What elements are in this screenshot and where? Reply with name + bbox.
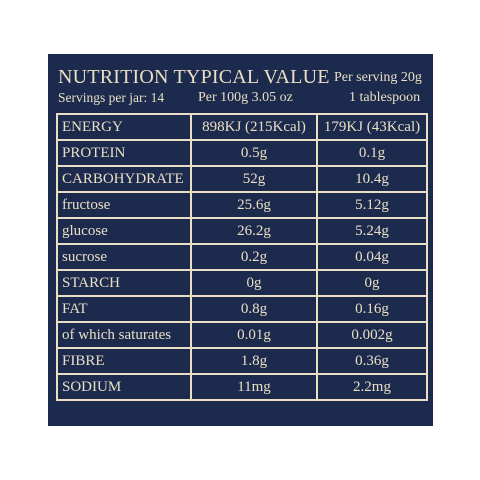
nutrient-name: FAT [56, 295, 192, 323]
nutrient-value: 5.12g [316, 191, 428, 219]
nutrient-name: CARBOHYDRATE [56, 165, 192, 193]
nutrient-value: 1.8g [190, 347, 318, 375]
table-row: FAT 0.8g 0.16g [56, 295, 428, 323]
nutrient-value: 0.04g [316, 243, 428, 271]
serving-size: 1 tablespoon [349, 90, 421, 105]
table-row: CARBOHYDRATE 52g 10.4g [56, 165, 428, 193]
nutrient-value: 25.6g [190, 191, 318, 219]
table-row: fructose 25.6g 5.12g [56, 191, 428, 219]
nutrient-value: 0.1g [316, 139, 428, 167]
nutrient-value: 0.2g [190, 243, 318, 271]
nutrient-value: 0.01g [190, 321, 318, 349]
table-row: glucose 26.2g 5.24g [56, 217, 428, 245]
nutrient-value: 898KJ (215Kcal) [190, 113, 318, 141]
table-row: STARCH 0g 0g [56, 269, 428, 297]
title: NUTRITION TYPICAL VALUE [58, 66, 330, 88]
nutrient-value: 0.5g [190, 139, 318, 167]
table-row: PROTEIN 0.5g 0.1g [56, 139, 428, 167]
nutrient-value: 0.16g [316, 295, 428, 323]
nutrient-name: SODIUM [56, 373, 192, 401]
nutrient-name: sucrose [56, 243, 192, 271]
per-100g: Per 100g 3.05 oz [198, 90, 293, 105]
nutrient-value: 0.002g [316, 321, 428, 349]
nutrient-value: 0.8g [190, 295, 318, 323]
nutrient-name: FIBRE [56, 347, 192, 375]
nutrient-value: 0g [316, 269, 428, 297]
nutrient-value: 179KJ (43Kcal) [316, 113, 428, 141]
table-row: FIBRE 1.8g 0.36g [56, 347, 428, 375]
nutrient-value: 2.2mg [316, 373, 428, 401]
nutrient-name: glucose [56, 217, 192, 245]
nutrition-table: ENERGY 898KJ (215Kcal) 179KJ (43Kcal) PROTE… [56, 113, 428, 401]
servings: Servings per jar: 14 [58, 90, 165, 105]
nutrient-name: STARCH [56, 269, 192, 297]
nutrient-name: fructose [56, 191, 192, 219]
nutrient-name: of which saturates [56, 321, 192, 349]
nutrient-value: 26.2g [190, 217, 318, 245]
nutrient-value: 5.24g [316, 217, 428, 245]
serving-label: Per serving 20g [334, 70, 422, 85]
table-row: ENERGY 898KJ (215Kcal) 179KJ (43Kcal) [56, 113, 428, 141]
table-row: sucrose 0.2g 0.04g [56, 243, 428, 271]
table-row: of which saturates 0.01g 0.002g [56, 321, 428, 349]
table-row: SODIUM 11mg 2.2mg [56, 373, 428, 401]
nutrient-name: ENERGY [56, 113, 192, 141]
nutrient-value: 11mg [190, 373, 318, 401]
nutrient-name: PROTEIN [56, 139, 192, 167]
nutrient-value: 10.4g [316, 165, 428, 193]
nutrient-value: 52g [190, 165, 318, 193]
nutrient-value: 0.36g [316, 347, 428, 375]
nutrient-value: 0g [190, 269, 318, 297]
